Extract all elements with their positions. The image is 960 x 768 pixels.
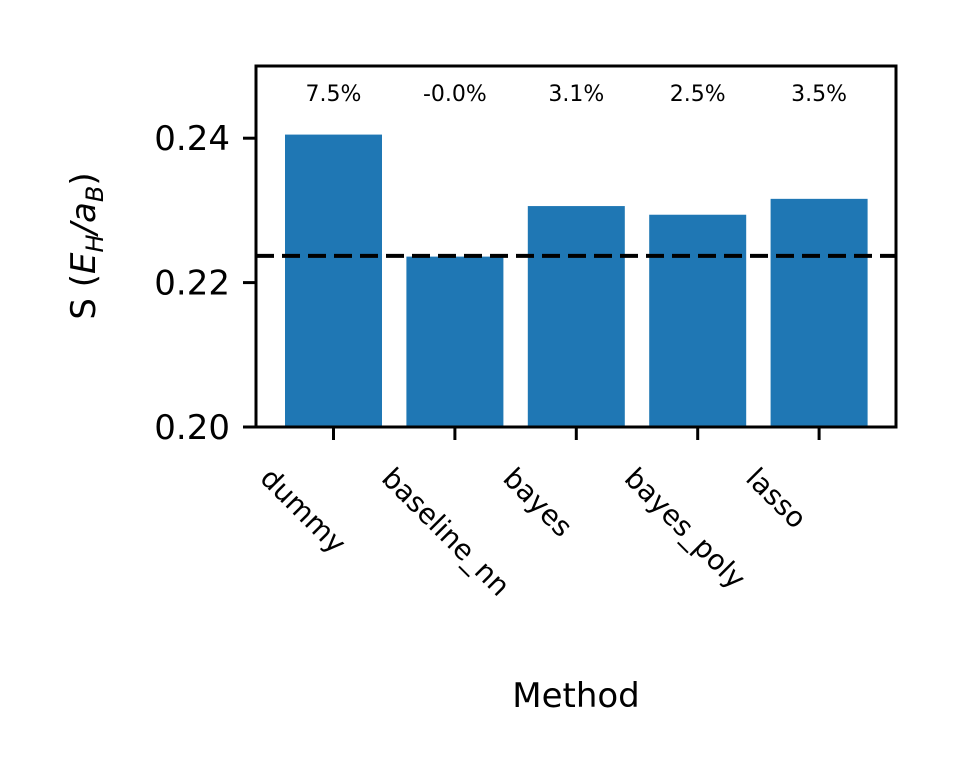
y-tick-label: 0.22 xyxy=(154,264,230,304)
bar-value-label: 3.1% xyxy=(548,82,604,107)
x-axis-title: Method xyxy=(512,676,640,716)
bar-value-label: 2.5% xyxy=(670,82,726,107)
bar-bayes_poly xyxy=(649,214,747,427)
bars-group xyxy=(285,134,868,427)
x-tick-label: bayes_poly xyxy=(618,461,752,595)
bar-labels-group: 7.5% -0.0% 3.1% 2.5% 3.5% xyxy=(306,82,848,107)
x-tick-label: bayes xyxy=(497,461,579,543)
bar-dummy xyxy=(285,134,382,427)
bar-lasso xyxy=(770,198,868,427)
bar-baseline_nn xyxy=(406,256,504,427)
y-tick-label: 0.24 xyxy=(154,119,230,159)
y-axis: 0.20 0.22 0.24 xyxy=(154,119,256,448)
x-tick-label: lasso xyxy=(739,461,813,535)
x-tick-label: dummy xyxy=(254,461,353,560)
bar-value-label: 3.5% xyxy=(791,82,847,107)
bar-value-label: -0.0% xyxy=(423,82,487,107)
y-axis-title: S (EH/aB) xyxy=(64,172,109,319)
bar-value-label: 7.5% xyxy=(306,82,362,107)
y-tick-label: 0.20 xyxy=(154,408,230,448)
x-tick-label: baseline_nn xyxy=(375,461,516,602)
bar-bayes xyxy=(527,206,625,427)
